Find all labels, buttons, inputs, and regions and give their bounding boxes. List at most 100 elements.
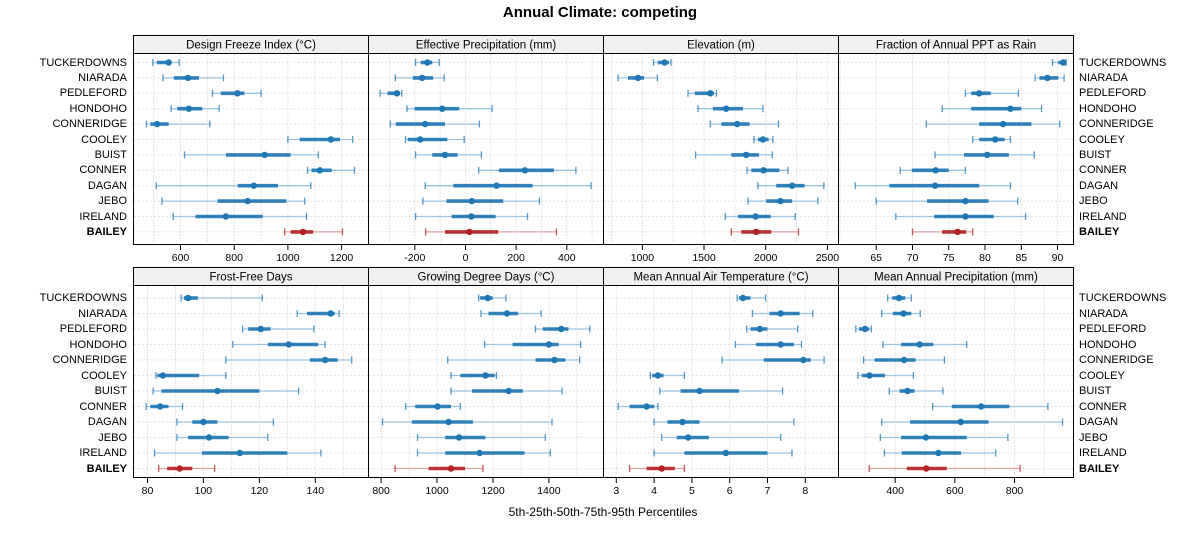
median-dot (551, 356, 558, 364)
errorbar-bailey (284, 228, 344, 236)
median-dot (439, 105, 446, 112)
median-dot (777, 341, 784, 348)
row-label-left: CONNER (79, 400, 127, 413)
panel-title: Elevation (m) (687, 40, 755, 52)
errorbar-jebo (176, 434, 269, 441)
errorbar-dagan (881, 418, 1064, 426)
tick-label: 80 (979, 252, 991, 264)
median-dot (654, 372, 662, 379)
median-dot (321, 356, 329, 364)
tick-label: 1000 (631, 252, 655, 264)
tick-label: 1500 (692, 252, 716, 264)
median-dot (777, 197, 784, 205)
median-dot (447, 465, 455, 472)
errorbar-jebo (661, 434, 782, 441)
median-dot (777, 310, 784, 317)
errorbar-bailey (628, 465, 686, 472)
errorbar-niarada (480, 310, 542, 317)
median-dot (417, 136, 424, 143)
median-dot (734, 120, 741, 128)
median-dot (992, 136, 999, 143)
panel-plot-area (603, 285, 839, 478)
errorbar-tuckerdowns (652, 59, 672, 66)
row-label-left: TUCKERDOWNS (39, 56, 127, 69)
panel-fraction-of-annual-ppt-as-rain: Fraction of Annual PPT as Rain 65 70 75 80 85… (838, 35, 1074, 264)
errorbar-cooley (753, 136, 774, 143)
row-label-left: BUIST (94, 148, 127, 161)
median-dot (962, 197, 969, 205)
median-dot (214, 387, 221, 395)
errorbar-bailey (425, 228, 558, 236)
median-dot (753, 228, 760, 236)
median-dot (661, 59, 668, 66)
median-dot (176, 465, 183, 472)
errorbar-dagan (653, 418, 795, 426)
errorbar-conner (746, 166, 789, 174)
tick-label: 1000 (425, 485, 449, 497)
median-dot (257, 325, 264, 333)
row-label-left: HONDOHO (69, 102, 127, 115)
tick-label: 7 (765, 485, 771, 497)
errorbar-buist (888, 387, 944, 395)
median-dot (455, 434, 463, 441)
tick-label: 65 (870, 252, 882, 264)
row-label-right: DAGAN (1079, 416, 1119, 428)
errorbar-ireland (883, 449, 997, 457)
errorbar-ireland (414, 213, 529, 220)
row-label-right: PEDLEFORD (1079, 87, 1147, 100)
tick-label: 1000 (276, 252, 300, 264)
row-label-right: IRELAND (1079, 210, 1127, 223)
errorbar-hondoho (697, 105, 764, 113)
errorbar-cooley (972, 136, 1012, 143)
median-dot (895, 294, 903, 302)
median-dot (184, 74, 191, 82)
errorbar-buist (450, 387, 563, 395)
errorbar-hondoho (882, 341, 968, 348)
median-dot (658, 465, 665, 472)
tick-label: 4 (651, 485, 657, 497)
errorbar-jebo (422, 197, 541, 205)
median-dot (434, 403, 441, 410)
panel-plot-area (133, 285, 369, 478)
panel-frost-free-days: Frost-Free Days 80 100 120 140 (133, 267, 369, 497)
median-dot (222, 213, 230, 220)
row-label-left: CONNERIDGE (52, 118, 127, 131)
row-label-right: NIARADA (1079, 71, 1128, 84)
row-label-left: PEDLEFORD (59, 87, 127, 100)
tick-label: 85 (1015, 252, 1027, 264)
errorbar-ireland (724, 213, 796, 220)
median-dot (1007, 105, 1014, 112)
errorbar-pedleford (687, 89, 718, 97)
median-dot (684, 434, 692, 441)
tick-label: 6 (727, 485, 733, 497)
median-dot (468, 197, 475, 205)
tick-label: 800 (1006, 485, 1024, 497)
median-dot (922, 434, 930, 441)
errorbar-ireland (895, 213, 1027, 220)
panel-title: Design Freeze Index (°C) (186, 40, 316, 52)
row-label-right: JEBO (1079, 431, 1108, 444)
panel-elevation-m: Elevation (m) 1000 1500 2000 2500 (603, 35, 839, 264)
row-label-left: BUIST (94, 385, 127, 397)
row-label-right: HONDOHO (1079, 102, 1137, 115)
tick-label: 120 (251, 485, 269, 497)
median-dot (866, 372, 873, 379)
median-dot (422, 120, 429, 128)
errorbar-bailey (868, 465, 1021, 472)
row-label-left: DAGAN (87, 416, 127, 428)
tick-label: 2000 (754, 252, 778, 264)
errorbar-conner (932, 403, 1049, 410)
median-dot (468, 213, 475, 220)
median-dot (445, 418, 452, 426)
row-label-right: DAGAN (1079, 179, 1119, 192)
median-dot (861, 325, 869, 333)
errorbar-pedleford (379, 89, 403, 97)
panel-title: Frost-Free Days (209, 272, 292, 284)
errorbar-hondoho (232, 341, 326, 348)
median-dot (558, 325, 565, 333)
tick-label: 1400 (537, 485, 561, 497)
median-dot (916, 341, 923, 348)
median-dot (743, 151, 750, 159)
tick-label: -200 (404, 252, 425, 264)
